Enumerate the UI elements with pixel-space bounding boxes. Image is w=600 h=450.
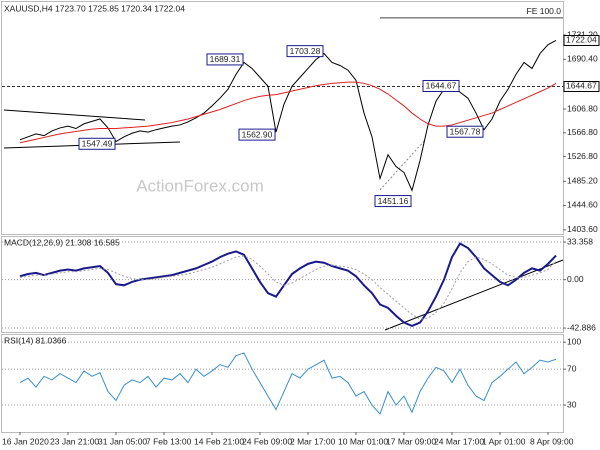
price-marker-label: 1644.67 — [566, 81, 597, 91]
watermark: ActionForex.com — [136, 176, 264, 195]
price-annotation-label: 1547.49 — [82, 139, 113, 149]
y-tick-label: 1606.80 — [567, 103, 598, 113]
price-annotation-label: 1451.16 — [378, 196, 409, 206]
x-tick-label: 14 Feb 21:00 — [194, 436, 244, 446]
macd-frame — [1, 236, 564, 333]
panel-title: MACD(12,26,9) 21.308 16.585 — [4, 237, 120, 247]
x-tick-label: 7 Feb 13:00 — [146, 436, 192, 446]
y-tick-label: 0.00 — [567, 274, 584, 284]
price-marker — [563, 80, 600, 92]
price-annotation — [286, 45, 324, 58]
rsi-frame — [1, 334, 564, 433]
price-marker — [563, 34, 600, 46]
price-annotation — [206, 53, 244, 66]
price-annotation — [446, 125, 484, 138]
series-line — [19, 242, 557, 328]
x-tick-label: 17 Mar 09:00 — [386, 436, 436, 446]
price-annotation — [78, 137, 116, 150]
x-tick-label: 8 Apr 09:00 — [530, 436, 574, 446]
y-tick-label: 1444.60 — [567, 200, 598, 210]
series-line — [19, 81, 557, 144]
price-annotation-label: 1689.31 — [210, 54, 241, 64]
price-annotation — [422, 79, 460, 92]
price-annotation-label: 1644.67 — [426, 81, 457, 91]
y-tick-label: 1403.60 — [567, 224, 598, 234]
x-tick-label: 24 Mar 17:00 — [434, 436, 484, 446]
x-tick-label: 24 Feb 09:00 — [242, 436, 292, 446]
price-annotation — [238, 128, 276, 141]
y-tick-label: 1690.40 — [567, 54, 598, 64]
y-tick-label: 33.358 — [567, 236, 593, 246]
x-tick-label: 10 Mar 01:00 — [338, 436, 388, 446]
price-marker-label: 1722.04 — [566, 35, 597, 45]
level-label: FE 100.0 — [527, 6, 562, 16]
price-annotation-label: 1703.28 — [290, 46, 321, 56]
macd-trend-line — [384, 259, 564, 331]
series-line — [19, 255, 557, 320]
x-tick-label: 23 Jan 21:00 — [50, 436, 99, 446]
y-tick-label: 100 — [567, 336, 581, 346]
x-tick-label: 1 Apr 01:00 — [482, 436, 526, 446]
x-tick-label: 31 Jan 05:00 — [98, 436, 147, 446]
retrace-line — [379, 139, 426, 191]
y-tick-label: 70 — [567, 363, 577, 373]
price-annotation-label: 1562.90 — [242, 129, 273, 139]
y-tick-label: -42.886 — [567, 322, 596, 332]
x-tick-label: 2 Mar 17:00 — [290, 436, 336, 446]
y-tick-label: 1485.20 — [567, 176, 598, 186]
price-annotation — [374, 195, 412, 208]
y-tick-label: 1566.80 — [567, 127, 598, 137]
series-line — [19, 352, 557, 415]
panel-title: XAUUSD,H4 1723.70 1725.85 1720.34 1722.0… — [4, 3, 185, 13]
price-frame — [1, 1, 564, 235]
price-annotation-label: 1567.78 — [450, 126, 481, 136]
y-tick-label: 1731.20 — [567, 29, 598, 39]
y-tick-label: 30 — [567, 399, 577, 409]
panel-frames — [1, 1, 564, 433]
series-line — [19, 40, 557, 192]
x-tick-label: 16 Jan 2020 — [2, 436, 49, 446]
y-tick-label: 1526.80 — [567, 151, 598, 161]
trend-line — [3, 109, 146, 121]
panel-title: RSI(14) 81.0366 — [4, 335, 67, 345]
